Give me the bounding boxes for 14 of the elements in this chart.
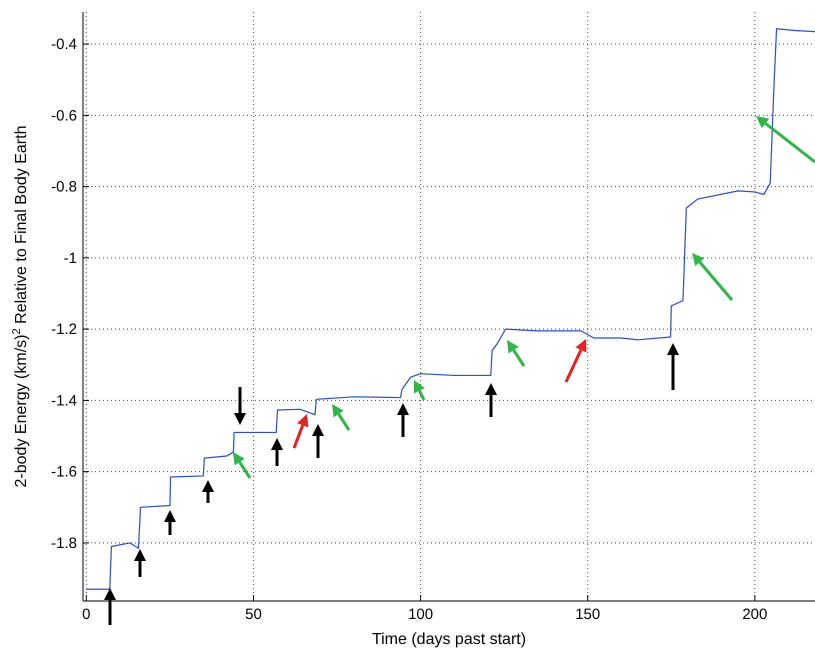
x-tick-label: 100 — [408, 606, 434, 623]
y-tick-label: -1 — [64, 250, 77, 267]
x-axis-title: Time (days past start) — [372, 631, 526, 648]
x-tick-label: 0 — [82, 606, 91, 623]
y-tick-label: -1.6 — [51, 464, 77, 481]
y-tick-label: -0.8 — [51, 178, 77, 196]
x-tick-label: 150 — [575, 606, 600, 623]
y-tick-label: -1.2 — [51, 321, 77, 338]
y-tick-label: -1.4 — [51, 392, 77, 410]
y-tick-label: -0.4 — [51, 36, 77, 54]
y-tick-label: -1.8 — [51, 534, 77, 552]
x-tick-label: 50 — [245, 606, 262, 623]
y-tick-label: -0.6 — [51, 107, 77, 124]
x-tick-label: 200 — [742, 606, 768, 623]
